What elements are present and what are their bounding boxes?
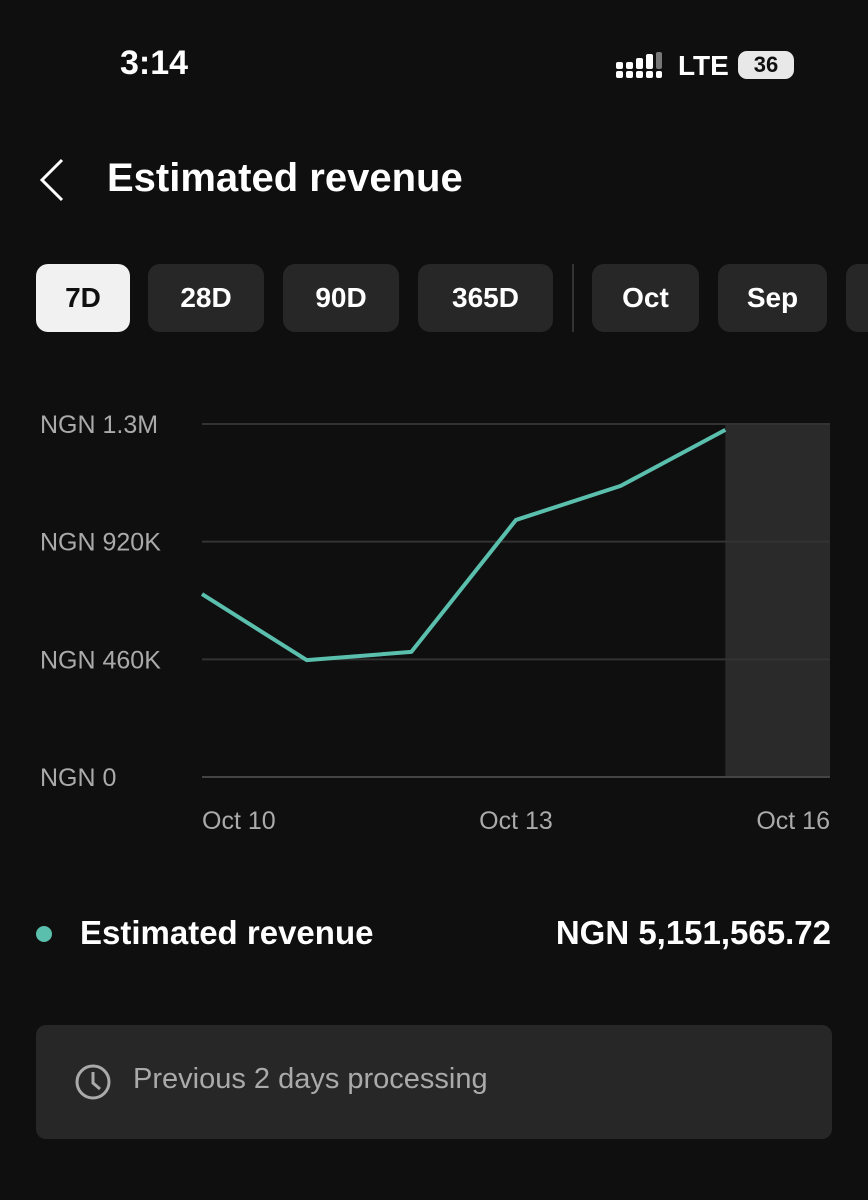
tab[interactable] — [846, 264, 868, 332]
processing-shade — [725, 424, 830, 777]
tab[interactable]: 90D — [283, 264, 399, 332]
chart: NGN 0 NGN 460K NGN 920K NGN 1.3M Oct 10 Oct 1… — [40, 411, 830, 835]
signal-icon — [616, 52, 662, 78]
total-value: NGN 5,151,565.72 — [555, 914, 831, 951]
y-tick-label: NGN 920K — [40, 529, 161, 557]
back-button[interactable] — [36, 156, 68, 204]
y-tick-label: NGN 460K — [40, 646, 161, 674]
legend-dot — [36, 926, 52, 942]
battery: 36 — [738, 51, 794, 79]
x-tick-label: Oct 10 — [202, 807, 276, 835]
x-tick-label: Oct 16 — [756, 807, 830, 835]
legend-label: Estimated revenue — [80, 914, 374, 951]
y-tick-label: NGN 1.3M — [40, 411, 158, 439]
tab[interactable]: 365D — [418, 264, 553, 332]
page-title: Estimated revenue — [107, 156, 463, 200]
network-label: LTE — [678, 50, 729, 81]
series-line — [200, 428, 727, 663]
tab[interactable]: Sep — [718, 264, 827, 332]
y-tick-label: NGN 0 — [40, 764, 116, 792]
tab[interactable]: Oct — [592, 264, 699, 332]
notice-text: Previous 2 days processing — [133, 1063, 488, 1095]
tab[interactable]: 7D — [36, 264, 130, 332]
notice-box: Previous 2 days processing — [36, 1025, 832, 1139]
tab[interactable]: 28D — [148, 264, 264, 332]
status-time: 3:14 — [120, 44, 189, 82]
divider — [572, 264, 574, 332]
x-tick-label: Oct 13 — [479, 807, 553, 835]
clock-icon — [75, 1064, 111, 1100]
